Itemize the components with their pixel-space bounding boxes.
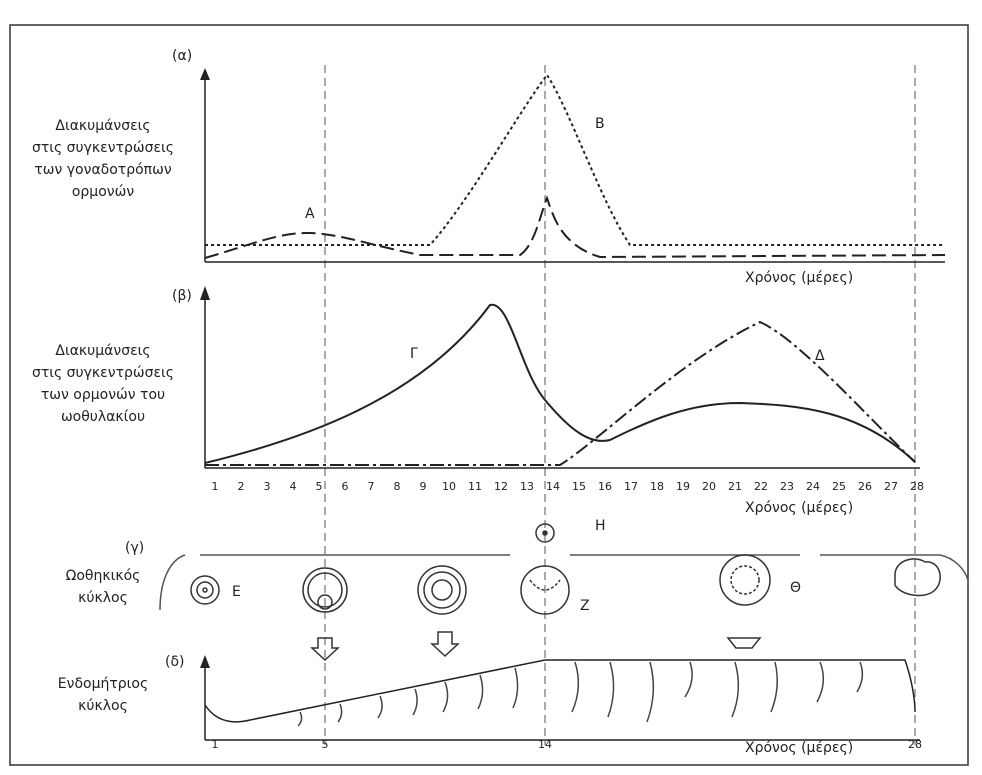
x-tick-label: 11 <box>468 480 482 493</box>
panel-label: (β) <box>172 288 192 304</box>
axis-arrow <box>200 655 210 668</box>
panel-title: Ωοθηκικός <box>66 568 141 584</box>
x-tick-label: 6 <box>342 480 349 493</box>
x-tick-label: 26 <box>858 480 872 493</box>
x-label: Χρόνος (μέρες) <box>745 270 853 286</box>
x-tick-label: 22 <box>754 480 768 493</box>
x-label: Χρόνος (μέρες) <box>745 500 853 516</box>
x-tick-label: 5 <box>316 480 323 493</box>
curve-b <box>205 73 945 246</box>
x-tick-label: 7 <box>368 480 375 493</box>
panel-title: Διακυμάνσεις <box>55 118 150 134</box>
x-tick-label: 2 <box>238 480 245 493</box>
curve-g <box>204 303 916 464</box>
panel-title: στις συγκεντρώσεις <box>32 365 174 381</box>
x-tick-label: 4 <box>290 480 297 493</box>
x-tick-label: 10 <box>442 480 456 493</box>
x-tick-label: 16 <box>598 480 612 493</box>
x-tick-label: 15 <box>572 480 586 493</box>
x-tick-label: 8 <box>394 480 401 493</box>
x-tick-label: 23 <box>780 480 794 493</box>
stage-label: Η <box>595 518 606 534</box>
stage-label: Θ <box>790 580 801 596</box>
x-tick-label: 19 <box>676 480 690 493</box>
panel-title: ορμονών <box>72 184 134 200</box>
x-tick-label: 24 <box>806 480 820 493</box>
axis-arrow <box>200 286 210 300</box>
x-tick-label: 14 <box>538 738 552 751</box>
panel-title: ωοθυλακίου <box>61 409 145 425</box>
x-tick-label: 27 <box>884 480 898 493</box>
panel-label: (α) <box>172 48 192 64</box>
x-tick-label: 9 <box>420 480 427 493</box>
endometrium <box>204 659 916 723</box>
axis-arrow <box>200 68 210 80</box>
curve-label: Δ <box>815 348 825 364</box>
x-label: Χρόνος (μέρες) <box>745 740 853 756</box>
x-tick-label: 13 <box>520 480 534 493</box>
ovary-outline <box>159 554 969 611</box>
panel-title: των ορμονών του <box>41 387 165 403</box>
frame <box>9 24 969 766</box>
curve-label: Γ <box>410 346 418 362</box>
panel-title: στις συγκεντρώσεις <box>32 140 174 156</box>
x-tick-label: 28 <box>908 738 922 751</box>
curve-a <box>204 195 946 259</box>
stage-label: Ε <box>232 584 241 600</box>
x-tick-label: 5 <box>322 738 329 751</box>
x-tick-label: 28 <box>910 480 924 493</box>
panel-title: Ενδομήτριος <box>58 676 148 692</box>
x-tick-label: 18 <box>650 480 664 493</box>
panel-title: των γοναδοτρόπων <box>34 162 171 178</box>
panel-label: (δ) <box>165 654 185 670</box>
curve-label: Β <box>595 116 605 132</box>
x-tick-label: 25 <box>832 480 846 493</box>
x-tick-label: 20 <box>702 480 716 493</box>
curve-label: Α <box>305 206 315 222</box>
x-tick-label: 3 <box>264 480 271 493</box>
stage-label: Ζ <box>580 598 590 614</box>
x-tick-label: 21 <box>728 480 742 493</box>
follicles <box>190 523 941 662</box>
x-tick-label: 1 <box>212 738 219 751</box>
panel-label: (γ) <box>125 540 144 556</box>
x-tick-label: 17 <box>624 480 638 493</box>
curve-d <box>205 320 916 466</box>
panel-title: κύκλος <box>78 590 128 606</box>
x-tick-label: 14 <box>546 480 560 493</box>
glands <box>297 661 864 727</box>
x-tick-label: 12 <box>494 480 508 493</box>
panel-title: Διακυμάνσεις <box>55 343 150 359</box>
x-tick-label: 1 <box>212 480 219 493</box>
panel-title: κύκλος <box>78 698 128 714</box>
